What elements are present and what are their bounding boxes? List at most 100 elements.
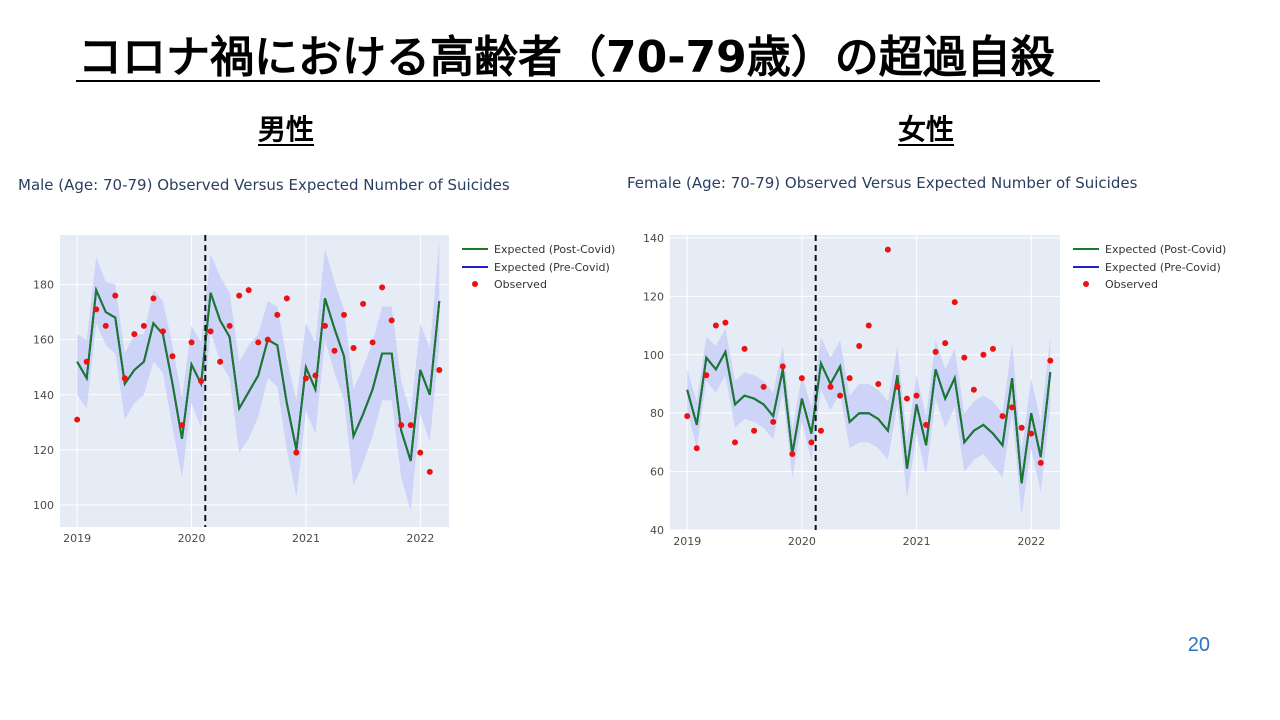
female-xtick-label: 2019 — [673, 535, 701, 548]
female-observed-point — [903, 395, 910, 402]
male-ytick-label: 160 — [33, 334, 54, 347]
male-observed-point — [93, 306, 100, 313]
female-series-line-post-covid — [686, 348, 1052, 484]
female-observed-point — [884, 246, 891, 253]
female-ytick-label: 40 — [650, 524, 664, 537]
male-observed-point — [312, 372, 319, 379]
male-observed-point — [217, 358, 224, 365]
female-observed-point — [837, 392, 844, 399]
male-observed-point — [255, 339, 262, 346]
male-observed-point — [331, 347, 338, 354]
male-observed-point — [198, 378, 205, 384]
male-chart-title: Male (Age: 70-79) Observed Versus Expect… — [18, 176, 510, 194]
female-observed-point — [693, 445, 700, 452]
male-observed-point — [131, 331, 138, 338]
male-xtick-label: 2020 — [178, 532, 206, 545]
male-observed-point — [321, 322, 328, 329]
female-chart: 40 60 80 100 120 140 2019 2020 2021 2022 Expected … — [643, 232, 1226, 548]
male-observed-point — [140, 322, 147, 329]
female-observed-point — [741, 345, 748, 352]
male-xtick-label: 2019 — [63, 532, 91, 545]
male-observed-point — [169, 353, 176, 360]
slide-title: コロナ禍における高齢者（70-79歳）の超過自殺 — [78, 32, 1055, 83]
male-observed-point — [178, 422, 185, 429]
female-observed-point — [808, 439, 815, 446]
female-legend-label-observed: Observed — [1105, 278, 1158, 291]
female-observed-point — [779, 363, 786, 370]
male-observed-point — [121, 375, 128, 382]
male-legend-label-observed: Observed — [494, 278, 547, 291]
female-observed-point — [951, 299, 958, 306]
female-chart-title: Female (Age: 70-79) Observed Versus Expe… — [627, 174, 1138, 192]
male-observed-point — [417, 449, 424, 456]
female-observed-point — [846, 375, 853, 382]
male-observed-point — [302, 375, 309, 382]
female-observed-point — [703, 372, 710, 379]
female-observed-point — [989, 345, 996, 352]
female-observed-point — [751, 427, 758, 434]
female-observed-point — [684, 413, 691, 420]
male-chart: 100 120 140 160 180 2019 2020 2021 2022 Expected … — [33, 235, 615, 545]
page-number: 20 — [1187, 634, 1210, 656]
female-observed-point — [942, 340, 949, 347]
male-observed-point — [426, 468, 433, 475]
female-ytick-label: 120 — [643, 290, 664, 303]
male-observed-point — [388, 317, 395, 324]
male-observed-point — [226, 322, 233, 329]
male-xtick-label: 2021 — [292, 532, 320, 545]
male-ytick-label: 140 — [33, 389, 54, 402]
female-legend-label-pre: Expected (Pre-Covid) — [1105, 261, 1221, 274]
female-xtick-label: 2022 — [1017, 535, 1045, 548]
female-observed-point — [923, 421, 930, 428]
female-observed-point — [980, 351, 987, 358]
male-observed-point — [188, 339, 195, 346]
male-observed-point — [102, 322, 109, 329]
female-observed-point — [1018, 424, 1025, 431]
male-observed-point — [150, 295, 157, 302]
male-ytick-label: 180 — [33, 279, 54, 292]
male-legend-label-pre: Expected (Pre-Covid) — [494, 261, 610, 274]
male-observed-point — [293, 449, 300, 456]
female-observed-point — [999, 413, 1006, 420]
female-observed-point — [865, 322, 872, 329]
male-observed-point — [74, 416, 81, 423]
male-observed-point — [264, 336, 271, 343]
male-observed-point — [436, 366, 443, 373]
male-series-line-post-covid — [76, 286, 441, 462]
female-observed-point — [789, 451, 796, 458]
male-observed-point — [236, 292, 243, 299]
male-observed-point — [112, 292, 119, 299]
female-observed-point — [712, 322, 719, 329]
male-observed-point — [379, 284, 386, 291]
male-ytick-label: 120 — [33, 444, 54, 457]
female-observed-point — [913, 392, 920, 399]
female-prediction-band — [687, 328, 1051, 516]
male-observed-point — [245, 287, 252, 294]
male-observed-point — [207, 328, 214, 335]
female-ytick-label: 140 — [643, 232, 664, 245]
female-legend-swatch-observed — [1083, 281, 1089, 287]
male-observed-point — [341, 311, 348, 318]
female-observed-point — [856, 342, 863, 349]
female-observed-point — [1047, 357, 1054, 364]
male-heading: 男性 — [258, 113, 315, 146]
female-observed-point — [1028, 430, 1035, 437]
female-observed-point — [827, 383, 834, 390]
female-observed-point — [875, 380, 882, 387]
male-observed-point — [398, 422, 405, 429]
male-observed-point — [83, 358, 90, 365]
male-legend-swatch-observed — [472, 281, 478, 287]
female-observed-point — [770, 418, 777, 425]
male-observed-point — [283, 295, 290, 302]
male-ytick-label: 100 — [33, 499, 54, 512]
female-ytick-label: 80 — [650, 407, 664, 420]
female-observed-point — [817, 427, 824, 434]
female-observed-point — [970, 386, 977, 393]
male-observed-point — [274, 311, 281, 318]
male-xtick-label: 2022 — [406, 532, 434, 545]
female-legend-label-post: Expected (Post-Covid) — [1105, 243, 1226, 256]
male-observed-point — [350, 344, 357, 351]
female-observed-point — [760, 383, 767, 390]
female-observed-point — [961, 354, 968, 361]
male-observed-point — [159, 328, 166, 335]
